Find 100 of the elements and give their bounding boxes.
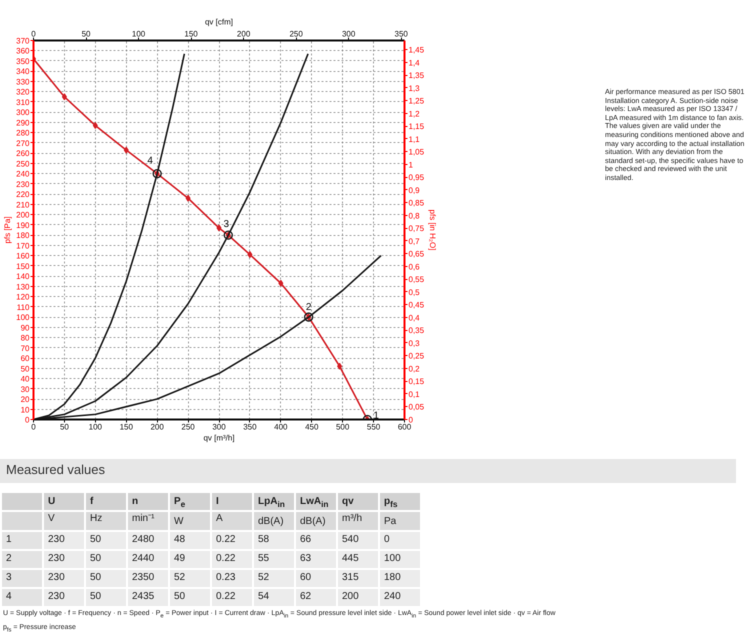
y-tick-label: 190 — [16, 220, 30, 230]
y-tick-label: 2 — [6, 552, 12, 564]
data-label: 62 — [296, 588, 336, 606]
data-label: 54 — [254, 588, 294, 606]
y-tick-label: 170 — [16, 241, 30, 250]
y-tick-label: 30 — [20, 384, 30, 394]
x-tick-label: LpA$_{in}$ dB(A) — [254, 492, 294, 530]
x-tick-label: 200 — [150, 422, 164, 432]
y2-tick-label: 0,45 — [408, 300, 425, 310]
y-tick-label: 340 — [16, 67, 30, 76]
data-label: 180 — [380, 570, 420, 587]
y-tick-label: 0 — [25, 416, 30, 424]
y2-tick-label: 0,6 — [408, 262, 420, 272]
y2-tick-label: 1,25 — [408, 96, 425, 106]
y-tick-label: 160 — [16, 252, 30, 261]
data-label: 63 — [296, 550, 336, 568]
data-label: 50 — [86, 588, 126, 606]
annotation: 4 — [147, 156, 154, 167]
data-label: 315 — [338, 570, 378, 587]
data-label: 66 — [296, 532, 336, 549]
y2-tick-label: 0,55 — [408, 275, 425, 284]
data-label: 230 — [44, 532, 84, 549]
x2-tick-label: 200 — [236, 30, 251, 38]
x-tick-label: 450 — [305, 422, 319, 432]
y2-tick-label: 0,95 — [408, 173, 425, 182]
y-tick-label: 220 — [16, 190, 30, 200]
data-label: 55 — [254, 550, 294, 568]
y2-tick-label: 1,4 — [408, 58, 420, 68]
y-tick-label: 240 — [16, 170, 30, 179]
y2-tick-label: 1 — [408, 160, 414, 170]
y2-tick-label: 0,15 — [408, 377, 425, 386]
data-label: 60 — [296, 570, 336, 587]
y-tick-label: 360 — [16, 46, 30, 56]
x-tick-label: 500 — [336, 422, 350, 432]
data-label: 2440 — [128, 550, 168, 568]
y-tick-label: 280 — [16, 128, 30, 138]
y2-tick-label: 0,5 — [408, 288, 420, 297]
y-tick-label: 3 — [6, 572, 12, 583]
x-tick-label: 550 — [366, 422, 381, 432]
y-tick-label: 50 — [20, 364, 30, 374]
data-label: 52 — [170, 570, 210, 587]
x-tick-label: f Hz — [86, 492, 126, 530]
y2-tick-label: 1,15 — [408, 122, 425, 132]
data-label: 52 — [254, 570, 294, 587]
x2-tick-label: 50 — [82, 30, 92, 38]
data-label: 230 — [44, 588, 84, 606]
x2-tick-label: 0 — [31, 30, 36, 38]
y-tick-label: 310 — [16, 98, 30, 107]
annotation: 3 — [223, 219, 230, 230]
y-tick-label: 120 — [16, 292, 30, 302]
x-tick-label: LwA$_{in}$ dB(A) — [296, 492, 336, 530]
data-label: 100 — [380, 550, 420, 568]
data-label: 48 — [170, 532, 210, 549]
y-tick-label: 200 — [16, 210, 30, 220]
y2-axis-title: pfs [in H₂O] — [428, 210, 438, 250]
data-label: 2435 — [128, 588, 168, 606]
data-label: 0.23 — [212, 570, 252, 587]
y2-tick-label: 0,85 — [408, 198, 425, 208]
y2-tick-label: 1,2 — [408, 109, 420, 118]
y2-tick-label: 0,65 — [408, 250, 425, 259]
chart-title: Measured values — [0, 459, 736, 483]
y-tick-label: 260 — [16, 149, 30, 158]
data-label: 445 — [338, 550, 378, 568]
x2-tick-label: 150 — [184, 30, 198, 38]
y2-tick-label: 0,3 — [408, 338, 420, 348]
data-label: 2480 — [128, 532, 168, 549]
y-tick-label: 10 — [20, 405, 30, 414]
y2-tick-label: 1,45 — [408, 46, 425, 55]
data-label: 0.22 — [212, 550, 252, 568]
y-tick-label: 250 — [16, 159, 30, 168]
y-tick-label: 80 — [20, 334, 30, 343]
y2-tick-label: 0,7 — [408, 236, 420, 246]
x2-tick-label: 100 — [132, 30, 146, 38]
y-tick-label: 300 — [16, 108, 30, 118]
x2-tick-label: 350 — [394, 30, 408, 38]
y-tick-label: 60 — [20, 354, 30, 364]
y2-tick-label: 0,2 — [408, 364, 420, 374]
y-tick-label: 230 — [16, 180, 30, 189]
y-tick-label: 100 — [16, 313, 30, 322]
y-tick-label: 70 — [20, 344, 30, 353]
data-label: 230 — [44, 550, 84, 568]
annotation: 1 — [373, 410, 380, 422]
y2-tick-label: 0,9 — [408, 186, 420, 195]
data-label: 200 — [338, 588, 378, 606]
y-tick-label: 350 — [16, 56, 30, 66]
y-tick-label: 20 — [20, 395, 30, 404]
x-tick-label: P$_{e}$ W — [170, 492, 210, 530]
data-label: 0 — [380, 532, 420, 549]
x-tick-label: 100 — [88, 422, 103, 432]
x-tick-label: n min⁻¹ — [128, 492, 168, 530]
y-tick-label: 110 — [16, 302, 30, 312]
x-tick-label: 300 — [212, 422, 226, 432]
y2-tick-label: 0,05 — [408, 402, 425, 412]
data-label: 58 — [254, 532, 294, 549]
data-label: 49 — [170, 550, 210, 568]
y2-tick-label: 1,3 — [408, 84, 420, 93]
y2-tick-label: 0,35 — [408, 326, 425, 336]
y2-tick-label: 0,75 — [408, 224, 425, 234]
y2-tick-label: 0,25 — [408, 352, 425, 361]
x-tick-label: 350 — [243, 422, 258, 432]
